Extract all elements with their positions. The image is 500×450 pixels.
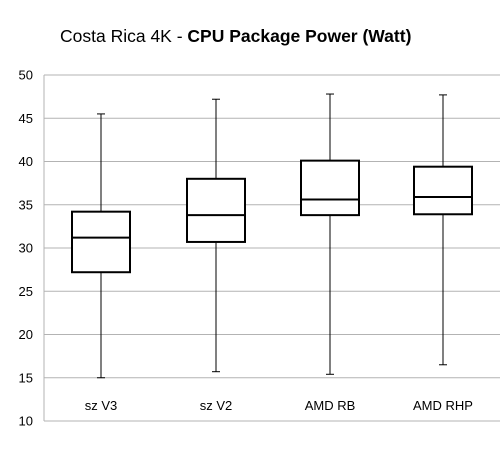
category-label: sz V3 xyxy=(85,398,118,413)
box xyxy=(300,159,360,217)
y-tick-label: 45 xyxy=(19,111,33,126)
box xyxy=(413,165,473,216)
chart-title-bold: CPU Package Power (Watt) xyxy=(187,26,412,46)
category-label: sz V2 xyxy=(200,398,233,413)
category-label: AMD RHP xyxy=(413,398,473,413)
y-tick-label: 50 xyxy=(19,68,33,83)
chart-title: Costa Rica 4K - CPU Package Power (Watt) xyxy=(60,26,411,47)
y-tick-label: 20 xyxy=(19,327,33,342)
y-tick-label: 25 xyxy=(19,284,33,299)
chart-title-regular: Costa Rica 4K - xyxy=(60,26,188,46)
y-tick-label: 40 xyxy=(19,154,33,169)
y-tick-label: 15 xyxy=(19,370,33,385)
y-tick-label: 35 xyxy=(19,197,33,212)
box xyxy=(71,210,131,274)
category-label: AMD RB xyxy=(305,398,356,413)
box xyxy=(186,177,246,243)
y-tick-label: 10 xyxy=(19,414,33,429)
y-tick-label: 30 xyxy=(19,241,33,256)
